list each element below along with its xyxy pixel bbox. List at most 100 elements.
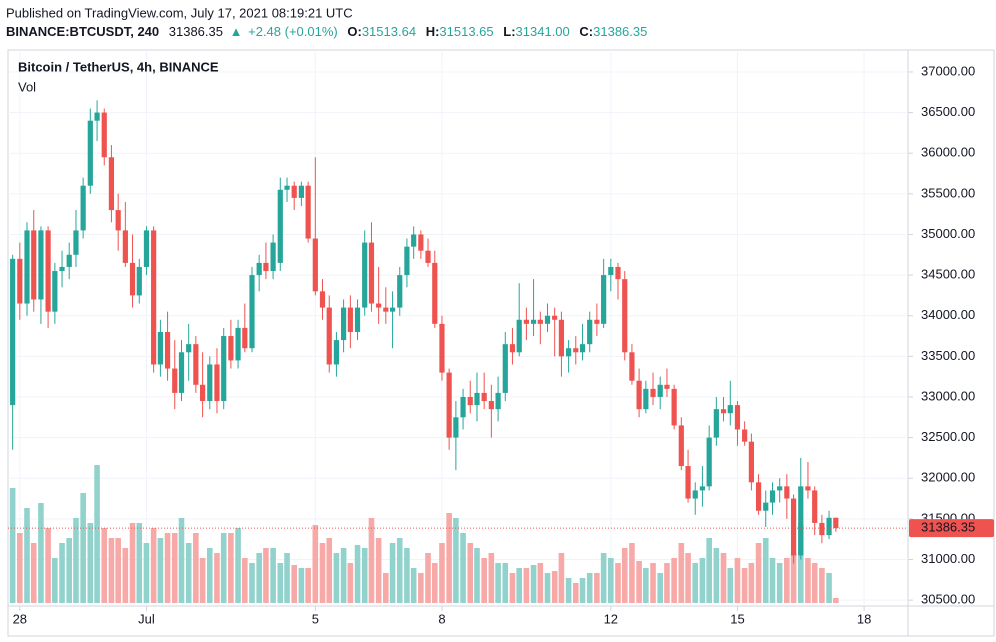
candle-body bbox=[298, 185, 304, 198]
candle-body bbox=[207, 364, 213, 402]
volume-bar bbox=[94, 465, 100, 603]
volume-bar bbox=[811, 563, 818, 603]
volume-bar bbox=[537, 563, 544, 603]
volume-bar bbox=[178, 518, 185, 603]
candle-body bbox=[404, 246, 410, 276]
volume-bar bbox=[108, 538, 115, 603]
candle-body bbox=[530, 319, 537, 324]
candle-body bbox=[101, 112, 107, 158]
volume-bar bbox=[73, 518, 79, 603]
chart-title: Bitcoin / TetherUS, 4h, BINANCE bbox=[18, 59, 219, 74]
candle-body bbox=[270, 242, 276, 272]
volume-bar bbox=[298, 568, 305, 603]
volume-bar bbox=[790, 553, 797, 603]
candle-body bbox=[368, 242, 375, 304]
volume-bar bbox=[502, 563, 509, 603]
candle-body bbox=[200, 384, 206, 402]
candle-body bbox=[87, 120, 93, 186]
candle-body bbox=[228, 336, 234, 361]
volume-bar bbox=[833, 598, 839, 603]
ohlc-value: 31513.65 bbox=[439, 24, 493, 39]
candle-body bbox=[66, 254, 72, 267]
volume-bar bbox=[340, 548, 347, 603]
y-tick-label: 30500.00 bbox=[921, 592, 975, 607]
y-tick-label: 31000.00 bbox=[921, 551, 975, 566]
candle-body bbox=[186, 344, 192, 353]
candle-body bbox=[164, 331, 171, 369]
candle-body bbox=[544, 315, 551, 324]
volume-bar bbox=[474, 548, 480, 603]
candle-body bbox=[38, 230, 44, 300]
candle-body bbox=[362, 242, 368, 308]
candle-body bbox=[791, 498, 797, 556]
volume-bar bbox=[136, 523, 143, 603]
candle-body bbox=[601, 275, 607, 324]
volume-bar bbox=[769, 558, 776, 603]
candle-body bbox=[720, 409, 727, 414]
volume-bar bbox=[312, 525, 319, 603]
candle-body bbox=[24, 230, 30, 304]
y-tick-label: 34500.00 bbox=[921, 267, 975, 282]
volume-bar bbox=[361, 548, 368, 603]
candle-body bbox=[263, 262, 269, 272]
last-price-label: 31386.35 bbox=[921, 520, 975, 535]
candle-body bbox=[249, 275, 255, 349]
y-tick-label: 35500.00 bbox=[921, 185, 975, 200]
up-arrow: ▲ bbox=[230, 24, 243, 39]
volume-bar bbox=[228, 533, 234, 603]
candle-body bbox=[242, 327, 248, 349]
volume-bar bbox=[410, 568, 417, 603]
volume-bar bbox=[629, 543, 635, 603]
candle-body bbox=[312, 238, 318, 292]
candle-body bbox=[389, 307, 396, 312]
candle-body bbox=[812, 490, 818, 523]
candle-body bbox=[509, 344, 516, 353]
candle-body bbox=[157, 331, 163, 365]
volume-bar bbox=[220, 533, 227, 603]
candle-body bbox=[291, 185, 297, 198]
volume-bar bbox=[389, 543, 396, 603]
volume-bar bbox=[24, 508, 30, 603]
candle-body bbox=[178, 352, 185, 393]
candle-body bbox=[73, 230, 79, 255]
candle-body bbox=[608, 266, 614, 276]
volume-bar bbox=[242, 558, 248, 603]
y-tick-label: 36500.00 bbox=[921, 104, 975, 119]
y-tick-label: 33500.00 bbox=[921, 348, 975, 363]
symbol: BINANCE:BTCUSDT, 240 bbox=[6, 24, 159, 39]
volume-bar bbox=[706, 538, 712, 603]
volume-bar bbox=[347, 563, 354, 603]
volume-bar bbox=[594, 573, 600, 603]
y-tick-label: 32500.00 bbox=[921, 429, 975, 444]
volume-bar bbox=[115, 538, 121, 603]
volume-bar bbox=[678, 543, 685, 603]
candle-body bbox=[172, 368, 178, 393]
candle-body bbox=[643, 388, 649, 410]
candle-body bbox=[122, 230, 128, 263]
candle-body bbox=[587, 319, 593, 345]
volume-bar bbox=[383, 573, 389, 603]
volume-bar bbox=[685, 553, 691, 603]
candle-body bbox=[798, 486, 804, 556]
candle-body bbox=[784, 486, 790, 499]
change: +2.48 (+0.01%) bbox=[248, 24, 338, 39]
volume-bar bbox=[692, 563, 699, 603]
volume-bar bbox=[467, 543, 474, 603]
candle-body bbox=[537, 319, 543, 324]
candle-body bbox=[636, 380, 642, 410]
candle-body bbox=[221, 336, 227, 402]
candle-body bbox=[819, 522, 825, 536]
volume-bar bbox=[199, 558, 206, 603]
volume-bar bbox=[439, 543, 445, 603]
volume-bar bbox=[460, 533, 466, 603]
candle-body bbox=[425, 250, 431, 263]
volume-bar bbox=[819, 568, 825, 603]
candle-body bbox=[502, 344, 508, 393]
volume-bar bbox=[516, 568, 523, 603]
volume-bar bbox=[333, 553, 340, 603]
candle-body bbox=[805, 486, 811, 491]
candle-body bbox=[713, 409, 719, 438]
candle-body bbox=[446, 372, 452, 438]
candle-body bbox=[777, 486, 783, 491]
candle-body bbox=[664, 384, 670, 389]
